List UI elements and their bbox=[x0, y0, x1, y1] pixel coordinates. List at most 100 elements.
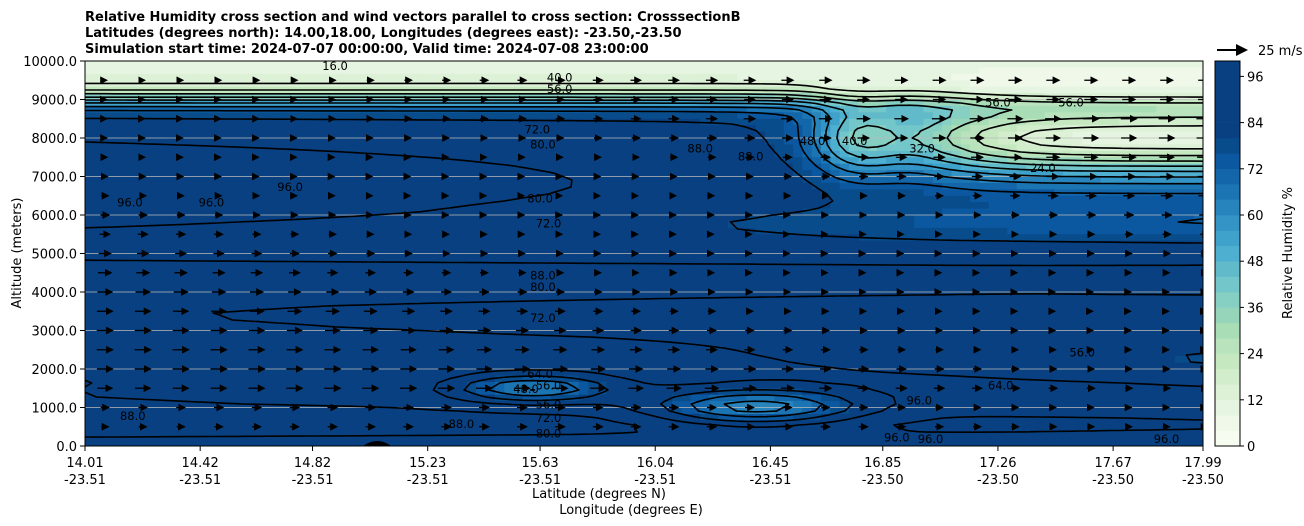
rh-cell bbox=[532, 208, 542, 216]
rh-cell bbox=[578, 420, 589, 428]
rh-cell bbox=[560, 439, 570, 446]
rh-cell bbox=[131, 182, 142, 190]
rh-cell bbox=[336, 349, 347, 357]
rh-cell bbox=[802, 131, 813, 139]
rh-cell bbox=[588, 388, 598, 396]
rh-cell bbox=[746, 221, 757, 229]
rh-cell bbox=[187, 221, 198, 229]
rh-cell bbox=[653, 112, 664, 120]
rh-cell bbox=[774, 240, 785, 248]
rh-cell bbox=[392, 240, 403, 248]
rh-cell bbox=[504, 182, 514, 190]
rh-cell bbox=[644, 298, 654, 306]
rh-cell bbox=[830, 93, 841, 100]
rh-cell bbox=[280, 253, 291, 261]
rh-cell bbox=[159, 388, 170, 396]
rh-cell bbox=[783, 292, 794, 299]
rh-cell bbox=[271, 215, 282, 222]
rh-cell bbox=[746, 394, 757, 402]
rh-cell bbox=[699, 157, 710, 165]
rh-cell bbox=[774, 221, 785, 229]
rh-cell bbox=[802, 356, 813, 363]
rh-cell bbox=[336, 125, 347, 132]
rh-cell bbox=[569, 407, 580, 415]
rh-cell bbox=[681, 272, 691, 280]
rh-cell bbox=[355, 349, 365, 357]
rh-cell bbox=[839, 163, 850, 171]
rh-cell bbox=[476, 221, 487, 229]
rh-cell bbox=[737, 189, 747, 197]
rh-cell bbox=[112, 407, 123, 415]
rh-cell bbox=[839, 99, 850, 107]
rh-cell bbox=[625, 285, 636, 293]
rh-cell bbox=[345, 343, 356, 351]
rh-cell bbox=[280, 67, 291, 75]
rh-cell bbox=[848, 272, 859, 280]
rh-cell bbox=[625, 93, 636, 100]
rh-cell bbox=[383, 182, 393, 190]
rh-cell bbox=[485, 234, 496, 242]
rh-cell bbox=[299, 195, 309, 203]
rh-cell bbox=[345, 330, 356, 338]
rh-cell bbox=[532, 317, 542, 325]
rh-cell bbox=[131, 208, 142, 216]
rh-cell bbox=[578, 311, 589, 319]
rh-cell bbox=[625, 73, 636, 81]
rh-cell bbox=[103, 349, 114, 357]
rh-cell bbox=[85, 413, 95, 421]
rh-cell bbox=[606, 407, 617, 415]
rh-cell bbox=[625, 388, 636, 396]
rh-cell bbox=[522, 170, 533, 177]
rh-cell bbox=[439, 182, 449, 190]
rh-cell bbox=[541, 369, 552, 376]
rh-cell bbox=[699, 426, 710, 434]
rh-cell bbox=[150, 234, 160, 242]
rh-cell bbox=[448, 253, 459, 261]
rh-cell bbox=[597, 118, 608, 126]
rh-cell bbox=[187, 330, 198, 338]
rh-cell bbox=[476, 138, 487, 145]
rh-cell bbox=[532, 356, 542, 363]
rh-cell bbox=[243, 215, 254, 222]
rh-cell bbox=[644, 176, 654, 184]
rh-cell bbox=[793, 304, 803, 312]
rh-cell bbox=[308, 182, 319, 190]
rh-cell bbox=[569, 304, 580, 312]
rh-cell bbox=[364, 163, 375, 171]
rh-cell bbox=[709, 163, 719, 171]
rh-cell bbox=[858, 105, 868, 113]
rh-cell bbox=[131, 356, 142, 363]
rh-cell bbox=[727, 150, 738, 158]
rh-cell bbox=[140, 426, 151, 434]
rh-cell bbox=[765, 150, 775, 158]
rh-cell bbox=[448, 144, 459, 152]
rh-cell bbox=[168, 176, 179, 184]
rh-cell bbox=[793, 349, 803, 357]
rh-cell bbox=[243, 259, 254, 267]
rh-cell bbox=[793, 259, 803, 267]
rh-cell bbox=[196, 369, 207, 376]
rh-cell bbox=[783, 413, 794, 421]
rh-cell bbox=[485, 176, 496, 184]
rh-cell bbox=[383, 388, 393, 396]
rh-cell bbox=[327, 182, 337, 190]
rh-cell bbox=[653, 407, 664, 415]
rh-cell bbox=[839, 105, 850, 113]
rh-cell bbox=[178, 105, 188, 113]
rh-cell bbox=[373, 292, 384, 299]
rh-cell bbox=[262, 61, 272, 68]
rh-cell bbox=[737, 272, 747, 280]
rh-cell bbox=[178, 349, 188, 357]
rh-cell bbox=[606, 317, 617, 325]
rh-cell bbox=[122, 407, 132, 415]
rh-cell bbox=[793, 73, 803, 81]
rh-cell bbox=[504, 221, 514, 229]
rh-cell bbox=[821, 272, 831, 280]
rh-cell bbox=[280, 330, 291, 338]
rh-cell bbox=[401, 330, 412, 338]
rh-cell bbox=[215, 61, 226, 68]
rh-cell bbox=[709, 202, 719, 209]
rh-cell bbox=[271, 330, 282, 338]
rh-cell bbox=[634, 247, 645, 254]
rh-cell bbox=[112, 279, 123, 286]
